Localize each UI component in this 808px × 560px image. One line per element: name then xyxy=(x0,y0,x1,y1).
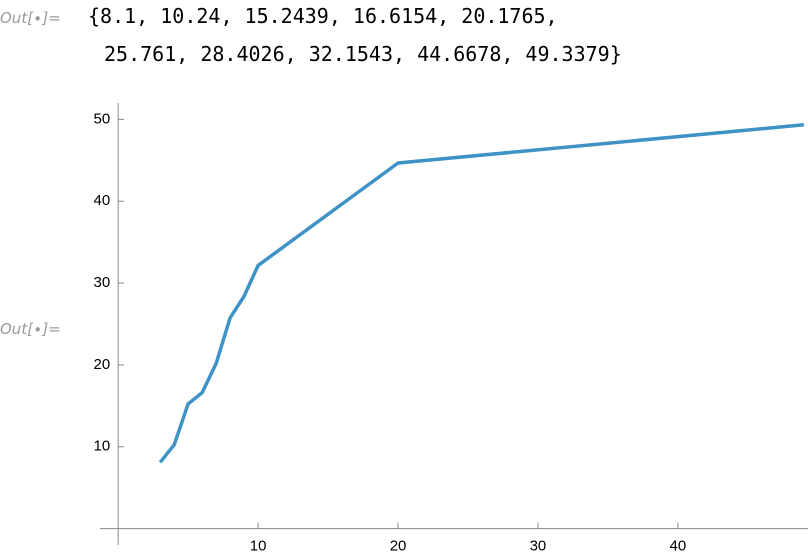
x-tick-label: 30 xyxy=(530,538,547,555)
output-line: 25.761, 28.4026, 32.1543, 44.6678, 49.33… xyxy=(104,42,622,66)
y-tick-label: 40 xyxy=(94,192,111,209)
y-tick-label: 10 xyxy=(94,438,111,455)
x-tick-label: 40 xyxy=(670,538,687,555)
x-tick-label: 10 xyxy=(250,538,267,555)
out-label: Out[∙]= xyxy=(0,320,61,338)
output-line: {8.1, 10.24, 15.2439, 16.6154, 20.1765, xyxy=(88,4,558,28)
y-tick-label: 20 xyxy=(94,356,111,373)
x-tick-label: 20 xyxy=(390,538,407,555)
y-tick-label: 30 xyxy=(94,274,111,291)
out-label: Out[∙]= xyxy=(0,9,61,27)
data-line xyxy=(158,123,804,464)
y-tick-label: 50 xyxy=(94,110,111,127)
